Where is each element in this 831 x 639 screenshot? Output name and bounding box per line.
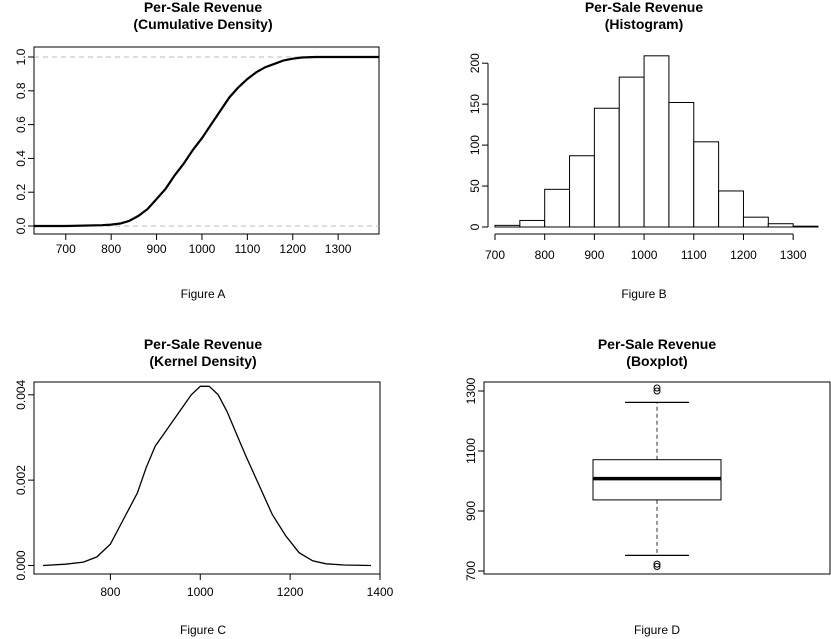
chart-a-y-tick-label: 0.2	[14, 184, 28, 201]
chart-b-y-tick-label: 0	[468, 223, 482, 230]
chart-b-y-tick-label: 50	[468, 179, 482, 193]
chart-d-outlier-point	[653, 563, 661, 570]
chart-b-y-tick-label: 200	[468, 53, 482, 73]
chart-a-x-axis: 700 800 900 1000 1100 1200 1300	[56, 233, 352, 256]
chart-b-bar	[792, 225, 819, 228]
chart-c-x-tick-label: 1400	[367, 585, 394, 599]
chart-b-title: Per-Sale Revenue	[585, 0, 703, 15]
chart-a-x-tick-label: 1200	[279, 242, 306, 256]
chart-b-bar	[544, 188, 571, 228]
panel-d-boxplot: Per-Sale Revenue (Boxplot) 700 900 1100 130…	[464, 336, 831, 637]
chart-a-y-tick-label: 0.0	[14, 217, 28, 234]
chart-b-y-axis: 0 50 100 150 200	[468, 53, 489, 230]
chart-c-x-tick-label: 800	[100, 585, 120, 599]
chart-b-bar	[618, 76, 645, 228]
chart-c-plot-frame	[33, 381, 381, 575]
chart-b-bar	[718, 190, 744, 228]
chart-d-box	[592, 384, 722, 570]
chart-a-y-tick-label: 0.6	[14, 116, 28, 133]
chart-b-x-tick-label: 800	[535, 248, 555, 262]
chart-b-x-tick-label: 900	[584, 248, 604, 262]
chart-c-y-tick-label: 0.000	[14, 550, 28, 580]
chart-a-y-tick-label: 0.4	[14, 150, 28, 167]
chart-b-bar	[593, 107, 620, 228]
chart-b-y-tick-label: 100	[468, 135, 482, 155]
chart-b-x-tick-label: 1100	[681, 248, 707, 262]
chart-b-bar	[668, 102, 695, 228]
chart-b-bar	[693, 141, 720, 228]
chart-d-outlier-point	[653, 384, 661, 392]
chart-a-title: Per-Sale Revenue	[144, 0, 262, 15]
chart-d-y-tick-label: 1300	[464, 377, 478, 404]
chart-a-y-tick-label: 0.8	[14, 82, 28, 99]
chart-b-x-tick-label: 1000	[631, 248, 658, 262]
chart-d-y-tick-label: 700	[464, 561, 478, 581]
chart-c-y-tick-label: 0.004	[14, 379, 28, 409]
chart-c-caption: Figure C	[180, 623, 226, 637]
chart-c-x-tick-label: 1000	[187, 585, 214, 599]
chart-a-caption: Figure A	[181, 287, 226, 301]
chart-b-x-tick-label: 700	[485, 248, 505, 262]
chart-b-y-tick-label: 150	[468, 94, 482, 114]
chart-b-bar	[519, 219, 546, 228]
chart-a-x-tick-label: 1000	[189, 242, 216, 256]
chart-d-outlier-point	[653, 387, 661, 395]
chart-a-cdf-line	[34, 55, 379, 228]
panel-b-histogram: Per-Sale Revenue (Histogram) 700 800 900 10…	[468, 0, 819, 301]
chart-b-bar	[643, 55, 670, 228]
chart-a-plot-frame	[33, 46, 380, 235]
chart-d-caption: Figure D	[634, 623, 680, 637]
chart-d-outlier-point	[653, 560, 661, 568]
chart-b-bar	[742, 216, 769, 228]
panel-c-kernel-density: Per-Sale Revenue (Kernel Density) 800 100…	[14, 336, 394, 637]
chart-b-caption: Figure B	[621, 287, 666, 301]
chart-b-subtitle: (Histogram)	[605, 16, 684, 32]
chart-a-x-tick-label: 1100	[234, 242, 260, 256]
chart-d-y-tick-label: 900	[464, 501, 478, 521]
chart-c-title: Per-Sale Revenue	[144, 336, 262, 352]
chart-d-title: Per-Sale Revenue	[598, 336, 716, 352]
chart-b-x-tick-label: 1200	[730, 248, 757, 262]
chart-d-y-axis: 700 900 1100 1300	[464, 377, 485, 581]
chart-b-x-tick-label: 1300	[780, 248, 807, 262]
chart-a-y-tick-label: 1.0	[14, 48, 28, 65]
chart-a-x-tick-label: 700	[56, 242, 76, 256]
chart-c-y-tick-label: 0.002	[14, 465, 28, 495]
chart-c-y-axis: 0.000 0.002 0.004	[14, 379, 35, 580]
chart-a-subtitle: (Cumulative Density)	[133, 16, 272, 32]
chart-a-x-tick-label: 1300	[325, 242, 352, 256]
chart-c-density-line	[42, 385, 372, 567]
chart-b-bar	[767, 223, 794, 228]
chart-a-x-tick-label: 800	[101, 242, 121, 256]
chart-b-bar	[494, 224, 521, 228]
chart-a-y-axis: 0.0 0.2 0.4 0.6 0.8 1.0	[14, 48, 35, 234]
chart-d-y-tick-label: 1100	[464, 438, 478, 464]
chart-d-subtitle: (Boxplot)	[626, 353, 687, 369]
chart-a-x-tick-label: 900	[147, 242, 167, 256]
chart-b-bar	[569, 155, 595, 228]
chart-c-x-tick-label: 1200	[277, 585, 304, 599]
chart-c-x-axis: 800 1000 1200 1400	[100, 573, 394, 599]
chart-c-subtitle: (Kernel Density)	[149, 353, 256, 369]
chart-a-reference-lines	[34, 56, 379, 227]
chart-b-bars	[494, 55, 819, 228]
panel-a-cumulative-density: Per-Sale Revenue (Cumulative Density) 70…	[14, 0, 380, 301]
chart-b-x-axis: 700 800 900 1000 1100 1200 1300	[485, 233, 807, 262]
